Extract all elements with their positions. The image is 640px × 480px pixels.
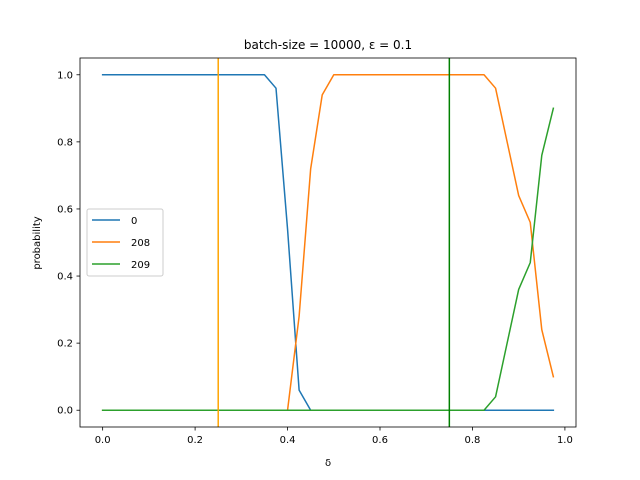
vertical-lines-layer — [217, 58, 451, 427]
x-tick-label: 0.8 — [465, 435, 481, 446]
y-tick-label: 0.8 — [57, 137, 73, 148]
legend-label-0: 0 — [131, 216, 137, 227]
y-axis-ticks: 0.0 0.2 0.4 0.6 0.8 1.0 — [57, 70, 80, 417]
x-tick-label: 1.0 — [557, 435, 573, 446]
x-axis-ticks: 0.0 0.2 0.4 0.6 0.8 1.0 — [95, 427, 573, 446]
chart-title: batch-size = 10000, ε = 0.1 — [244, 38, 412, 52]
legend-label-209: 209 — [131, 260, 150, 271]
x-axis-label: δ — [325, 458, 331, 469]
y-tick-label: 1.0 — [57, 70, 73, 81]
y-tick-label: 0.2 — [57, 339, 73, 350]
x-tick-label: 0.2 — [187, 435, 203, 446]
legend: 0 208 209 — [86, 208, 164, 277]
x-tick-label: 0.0 — [95, 435, 111, 446]
y-tick-label: 0.0 — [57, 406, 73, 417]
x-tick-label: 0.4 — [280, 435, 296, 446]
legend-box — [86, 208, 164, 277]
axes-frame — [79, 57, 577, 428]
legend-label-208: 208 — [131, 238, 150, 249]
y-tick-label: 0.6 — [57, 204, 73, 215]
series-line-209 — [101, 107, 555, 411]
y-axis-label: probability — [32, 216, 43, 269]
series-layer — [101, 74, 555, 411]
x-tick-label: 0.6 — [372, 435, 388, 446]
y-tick-label: 0.4 — [57, 272, 73, 283]
